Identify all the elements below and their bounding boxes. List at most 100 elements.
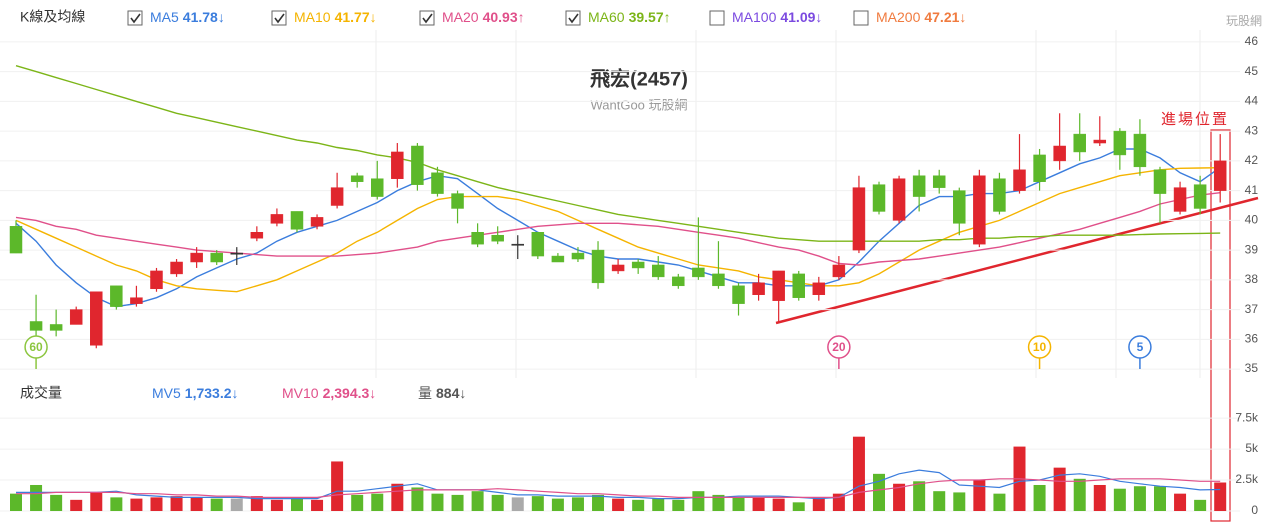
legend-value: 884 [436, 385, 460, 401]
legend-checkbox[interactable] [709, 10, 725, 26]
volume-bar [712, 494, 725, 511]
candle-body [1193, 184, 1207, 209]
legend-name: MA5 [150, 9, 179, 25]
candle-body [1153, 169, 1167, 194]
candle-body [1013, 169, 1026, 191]
volume-bar [351, 494, 364, 511]
volume-bar [772, 498, 785, 511]
candle-body [110, 285, 123, 307]
legend-checkbox[interactable] [127, 10, 143, 26]
volume-bar [1133, 486, 1146, 511]
candle-body [411, 145, 424, 185]
volume-bar [1214, 482, 1227, 511]
candle-body [953, 190, 966, 224]
candle-body [290, 211, 304, 230]
legend-value: 41.77 [335, 9, 370, 25]
legend-name: 量 [418, 385, 432, 401]
y-tick-label: 43 [1245, 123, 1259, 137]
mv-line [16, 469, 1221, 500]
candle-body [772, 270, 785, 301]
y-tick-label: 42 [1245, 153, 1259, 167]
legend-name: MA100 [732, 9, 777, 25]
legend-value: 39.57 [629, 9, 664, 25]
annotation: 進場位置 [1161, 110, 1229, 128]
volume-bar [230, 498, 243, 511]
entry-highlight [1210, 129, 1231, 522]
volume-bar [993, 493, 1006, 511]
mv-line [16, 478, 1221, 498]
volume-bar [70, 499, 83, 511]
volume-bar [210, 498, 223, 511]
volume-bar [371, 493, 384, 511]
candle-body [130, 297, 143, 304]
candle-body [1173, 187, 1187, 212]
candle-body [471, 232, 484, 245]
candle-body [230, 252, 244, 255]
candle-body [330, 187, 344, 206]
candle-body [993, 178, 1006, 212]
legend-checkbox[interactable] [565, 10, 581, 26]
ma-line [15, 167, 1221, 293]
legend-value: 41.78 [183, 9, 218, 25]
volume-bar [290, 497, 303, 511]
trend-line [775, 196, 1259, 325]
volume-bar [1194, 499, 1207, 511]
legend-checkbox[interactable] [419, 10, 435, 26]
volume-bar [1113, 488, 1126, 511]
legend-value: 41.09 [780, 9, 815, 25]
legend-trend: ↓ [218, 9, 225, 25]
volume-bar [933, 491, 946, 511]
legend-trend: ↓ [959, 9, 966, 25]
candle-body [973, 175, 986, 245]
legend-check [568, 13, 579, 24]
candle-body [1053, 145, 1066, 162]
candle-body [9, 226, 23, 254]
candle-body [571, 252, 585, 260]
volume-bar [973, 480, 986, 511]
candle-body [712, 273, 725, 287]
legend-name: MA20 [442, 9, 479, 25]
candle-body [932, 175, 946, 188]
volume-bar [130, 498, 143, 511]
volume-bar [913, 481, 926, 511]
y-tick-label: 45 [1245, 64, 1259, 78]
candle-body [692, 267, 705, 278]
legend-check [130, 13, 141, 24]
volume-bar [411, 487, 424, 511]
candle-body [310, 217, 324, 227]
candle-body [1213, 160, 1227, 191]
logo: 玩股網 [1226, 14, 1262, 28]
candle-body [451, 193, 464, 209]
volume-bar [10, 493, 22, 511]
y-tick-label: 40 [1245, 213, 1259, 227]
volume-bar [311, 499, 324, 511]
y-tick-label: 2.5k [1235, 472, 1259, 486]
volume-bar [873, 473, 886, 511]
volume-bar [752, 497, 765, 511]
candle-body [491, 234, 504, 242]
candle-body [832, 264, 846, 278]
candle-body [672, 276, 685, 287]
legend-entry: MA10 41.77↓ [294, 9, 377, 25]
candle-body [852, 187, 866, 251]
candle-body [29, 321, 43, 331]
legend-checkbox[interactable] [271, 10, 287, 26]
legend-entry: MA5 41.78↓ [150, 9, 225, 25]
candle-body [892, 178, 906, 221]
legend-checkbox[interactable] [853, 10, 869, 26]
candle-body [391, 151, 404, 179]
y-tick-label: 46 [1245, 34, 1259, 48]
legend-name: MA200 [876, 9, 921, 25]
candle-body [1033, 154, 1046, 182]
marker-label: 60 [29, 340, 43, 354]
candle-body [511, 243, 524, 246]
candle-body [752, 282, 765, 295]
volume-bar [391, 483, 404, 511]
legend-name: MV10 [282, 385, 319, 401]
candle-body [591, 249, 605, 284]
volume-bar [692, 491, 705, 511]
legend-entry: MA20 40.93↑ [442, 9, 525, 25]
volume-bar [491, 494, 504, 511]
volume-bar [250, 496, 263, 511]
candle-body [350, 175, 364, 182]
